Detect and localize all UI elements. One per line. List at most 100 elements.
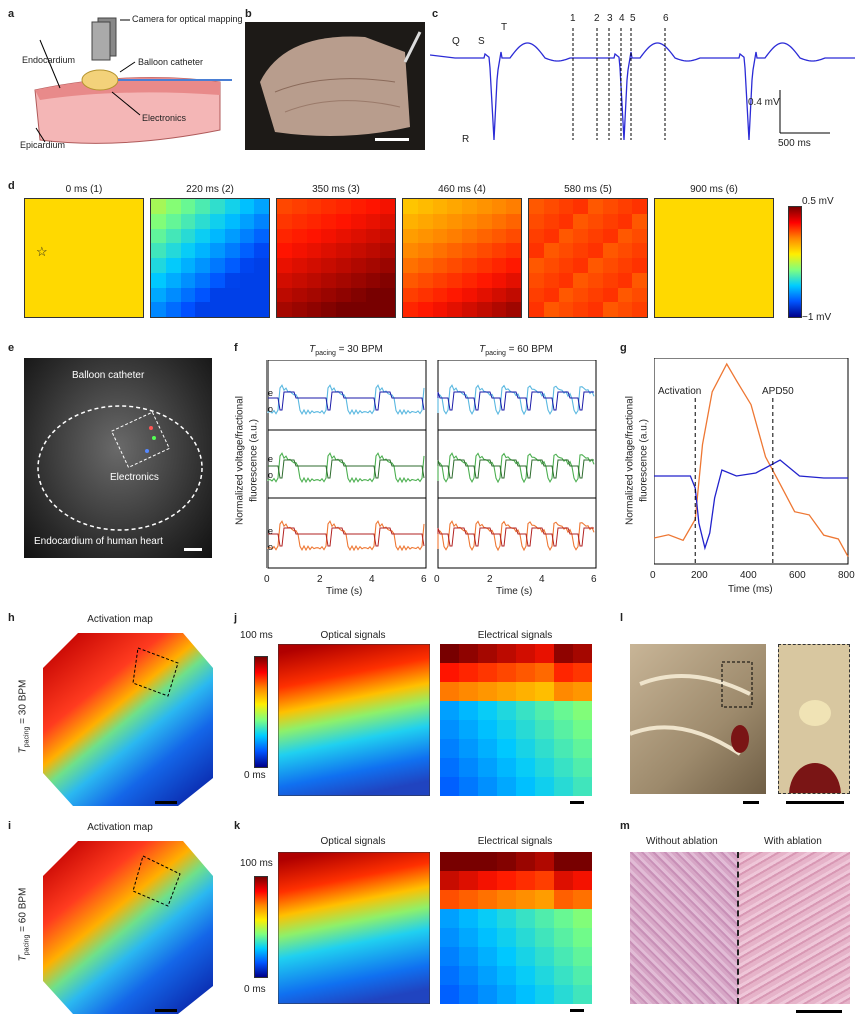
f-electrical-trace: [437, 527, 594, 547]
panel-label-g: g: [620, 342, 627, 354]
d-map-1: [24, 198, 144, 318]
f-optical-trace: [437, 452, 595, 484]
k-colorbar: [254, 876, 268, 978]
j-electrical-title: Electrical signals: [477, 630, 553, 641]
f-xtick-6a: 6: [421, 574, 427, 585]
d-cbar-max: 0.5 mV: [802, 196, 834, 207]
panel-label-k: k: [234, 820, 241, 832]
l-tissue-photo: [630, 644, 766, 794]
endocardium-label: Endocardium: [22, 55, 76, 65]
d-cbar-min: −1 mV: [802, 312, 832, 323]
f-ylabel-1: Normalized voltage/fractional: [234, 396, 246, 525]
panel-label-a: a: [8, 8, 15, 20]
f-xtick-2a: 2: [317, 574, 323, 585]
f-o3: o: [268, 542, 274, 552]
j-optical-title: Optical signals: [320, 630, 386, 641]
d-map-3: [276, 198, 396, 318]
f-ylabel-2: fluorescence (a.u.): [248, 419, 260, 502]
marker-5: 5: [630, 13, 636, 24]
endocardium-photo: [24, 358, 212, 558]
s-label: S: [478, 36, 485, 47]
f-optical-trace: [267, 452, 425, 484]
f-xtick-2b: 2: [487, 574, 493, 585]
g-xtick-200: 200: [691, 570, 708, 581]
d-map-4: [402, 198, 522, 318]
m-without-label: Without ablation: [646, 836, 718, 847]
d-title-6: 900 ms (6): [690, 184, 738, 195]
t-label: T: [501, 22, 508, 33]
l-scale-bar-2: [786, 801, 844, 804]
k-optical-map: [278, 852, 430, 1004]
k-electrical-title: Electrical signals: [477, 836, 553, 847]
g-ylabel-2: fluorescence (a.u.): [638, 419, 650, 502]
panel-label-b: b: [245, 8, 252, 20]
d-map-5: [528, 198, 648, 318]
marker-2: 2: [594, 13, 600, 24]
f-electrical-trace: [268, 391, 425, 411]
scale-bar: [375, 138, 409, 141]
f-xtick-4b: 4: [539, 574, 545, 585]
g-apd-label: APD50: [762, 386, 794, 397]
f-electrical-trace: [268, 527, 425, 547]
g-electrical-trace: [654, 459, 848, 551]
h-ylabel: Tpacing = 30 BPM: [17, 679, 31, 754]
j-cbar-min: 0 ms: [244, 770, 266, 781]
h-activation-map: [43, 633, 213, 806]
f-electrical-trace: [437, 391, 594, 411]
ecg-chart: [430, 28, 855, 141]
d-map-6: [654, 198, 774, 318]
star-icon: ☆: [36, 244, 48, 259]
scale-time: 500 ms: [778, 138, 811, 149]
panel-a-schematic: [34, 17, 232, 144]
d-title-3: 350 ms (3): [312, 184, 360, 195]
g-xtick-0: 0: [650, 570, 656, 581]
f-e2: e: [268, 454, 274, 464]
g-ylabel-1: Normalized voltage/fractional: [624, 396, 636, 525]
k-electrical-map: [440, 852, 592, 1004]
tissue-photo: [245, 22, 425, 150]
f-xtick-4a: 4: [369, 574, 375, 585]
i-ylabel: Tpacing = 60 BPM: [17, 887, 31, 962]
i-activation-map: [43, 841, 213, 1014]
g-optical-trace: [654, 362, 849, 557]
m-with-label: With ablation: [764, 836, 822, 847]
f-optical-trace: [267, 384, 425, 416]
i-scale-bar: [155, 1009, 177, 1012]
f-o2: o: [268, 470, 274, 480]
q-label: Q: [452, 36, 460, 47]
panel-label-h: h: [8, 612, 15, 624]
h-scale-bar: [155, 801, 177, 804]
d-title-1: 0 ms (1): [65, 184, 103, 195]
d-title-2: 220 ms (2): [186, 184, 234, 195]
g-frame: [654, 358, 849, 565]
f-xlabel-b: Time (s): [496, 586, 533, 597]
d-title-4: 460 ms (4): [438, 184, 486, 195]
f-xtick-0b: 0: [434, 574, 440, 585]
f-xtick-0a: 0: [264, 574, 270, 585]
j-colorbar: [254, 656, 268, 768]
h-title: Activation map: [87, 614, 153, 625]
f-electrical-trace: [437, 459, 594, 479]
ecg-trace: [430, 42, 855, 141]
k-cbar-max: 100 ms: [240, 858, 273, 869]
k-cbar-min: 0 ms: [244, 984, 266, 995]
electronics-label: Electronics: [142, 113, 187, 123]
panel-label-e: e: [8, 342, 15, 354]
f-optical-trace: [267, 520, 425, 552]
marker-1: 1: [570, 13, 576, 24]
j-optical-map: [278, 644, 430, 796]
epicardium-label: Epicardium: [20, 140, 66, 150]
f-title-30: Tpacing = 30 BPM: [309, 344, 383, 357]
marker-6: 6: [663, 13, 669, 24]
pacing-traces: [266, 360, 597, 569]
j-cbar-max: 100 ms: [240, 630, 273, 641]
d-colorbar: [788, 206, 802, 318]
g-xlabel: Time (ms): [728, 584, 773, 595]
balloon-label: Balloon catheter: [138, 57, 204, 67]
j-electrical-map: [440, 644, 592, 796]
m-scale-bar: [796, 1010, 842, 1013]
panel-label-m: m: [620, 820, 630, 832]
e-balloon-label: Balloon catheter: [72, 370, 145, 381]
e-scale-bar: [184, 548, 202, 551]
g-xtick-800: 800: [838, 570, 855, 581]
